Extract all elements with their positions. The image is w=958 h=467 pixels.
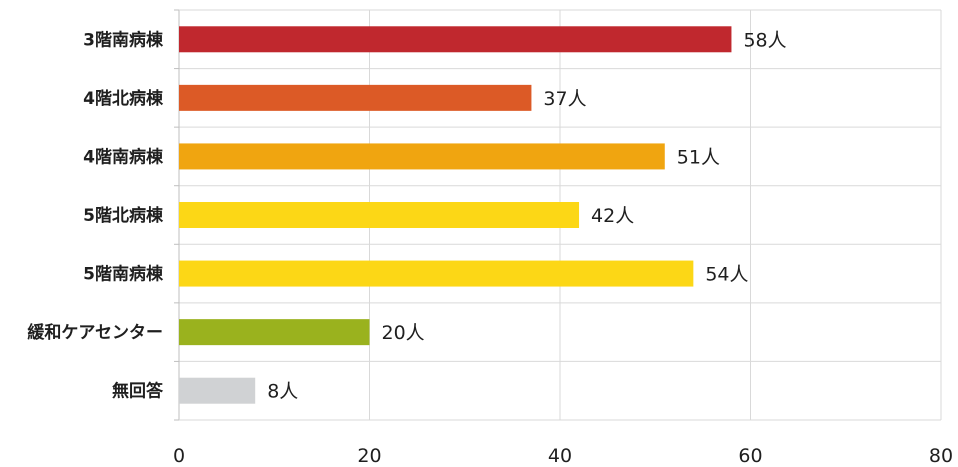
bar <box>179 84 532 111</box>
x-tick-label: 20 <box>357 445 381 467</box>
bar <box>179 319 370 346</box>
bar <box>179 260 694 287</box>
data-label: 37人 <box>543 88 586 110</box>
data-label: 42人 <box>591 205 634 227</box>
bar <box>179 26 732 53</box>
category-label: 無回答 <box>112 381 164 402</box>
x-tick-label: 40 <box>548 445 572 467</box>
data-label: 8人 <box>267 381 298 403</box>
data-label: 58人 <box>743 29 786 51</box>
x-tick-label: 60 <box>738 445 762 467</box>
category-label: 緩和ケアセンター <box>27 322 163 343</box>
x-tick-label: 80 <box>929 445 953 467</box>
category-label: 4階南病棟 <box>83 146 164 167</box>
bar <box>179 202 580 228</box>
bar <box>179 377 256 404</box>
data-label: 51人 <box>677 146 720 168</box>
bar <box>179 143 665 170</box>
category-label: 4階北病棟 <box>83 88 164 109</box>
category-label: 3階南病棟 <box>83 29 164 50</box>
x-tick-label: 0 <box>173 445 185 467</box>
data-label: 54人 <box>705 264 748 286</box>
category-label: 5階南病棟 <box>83 264 164 285</box>
data-label: 20人 <box>382 322 425 344</box>
category-label: 5階北病棟 <box>83 205 164 226</box>
